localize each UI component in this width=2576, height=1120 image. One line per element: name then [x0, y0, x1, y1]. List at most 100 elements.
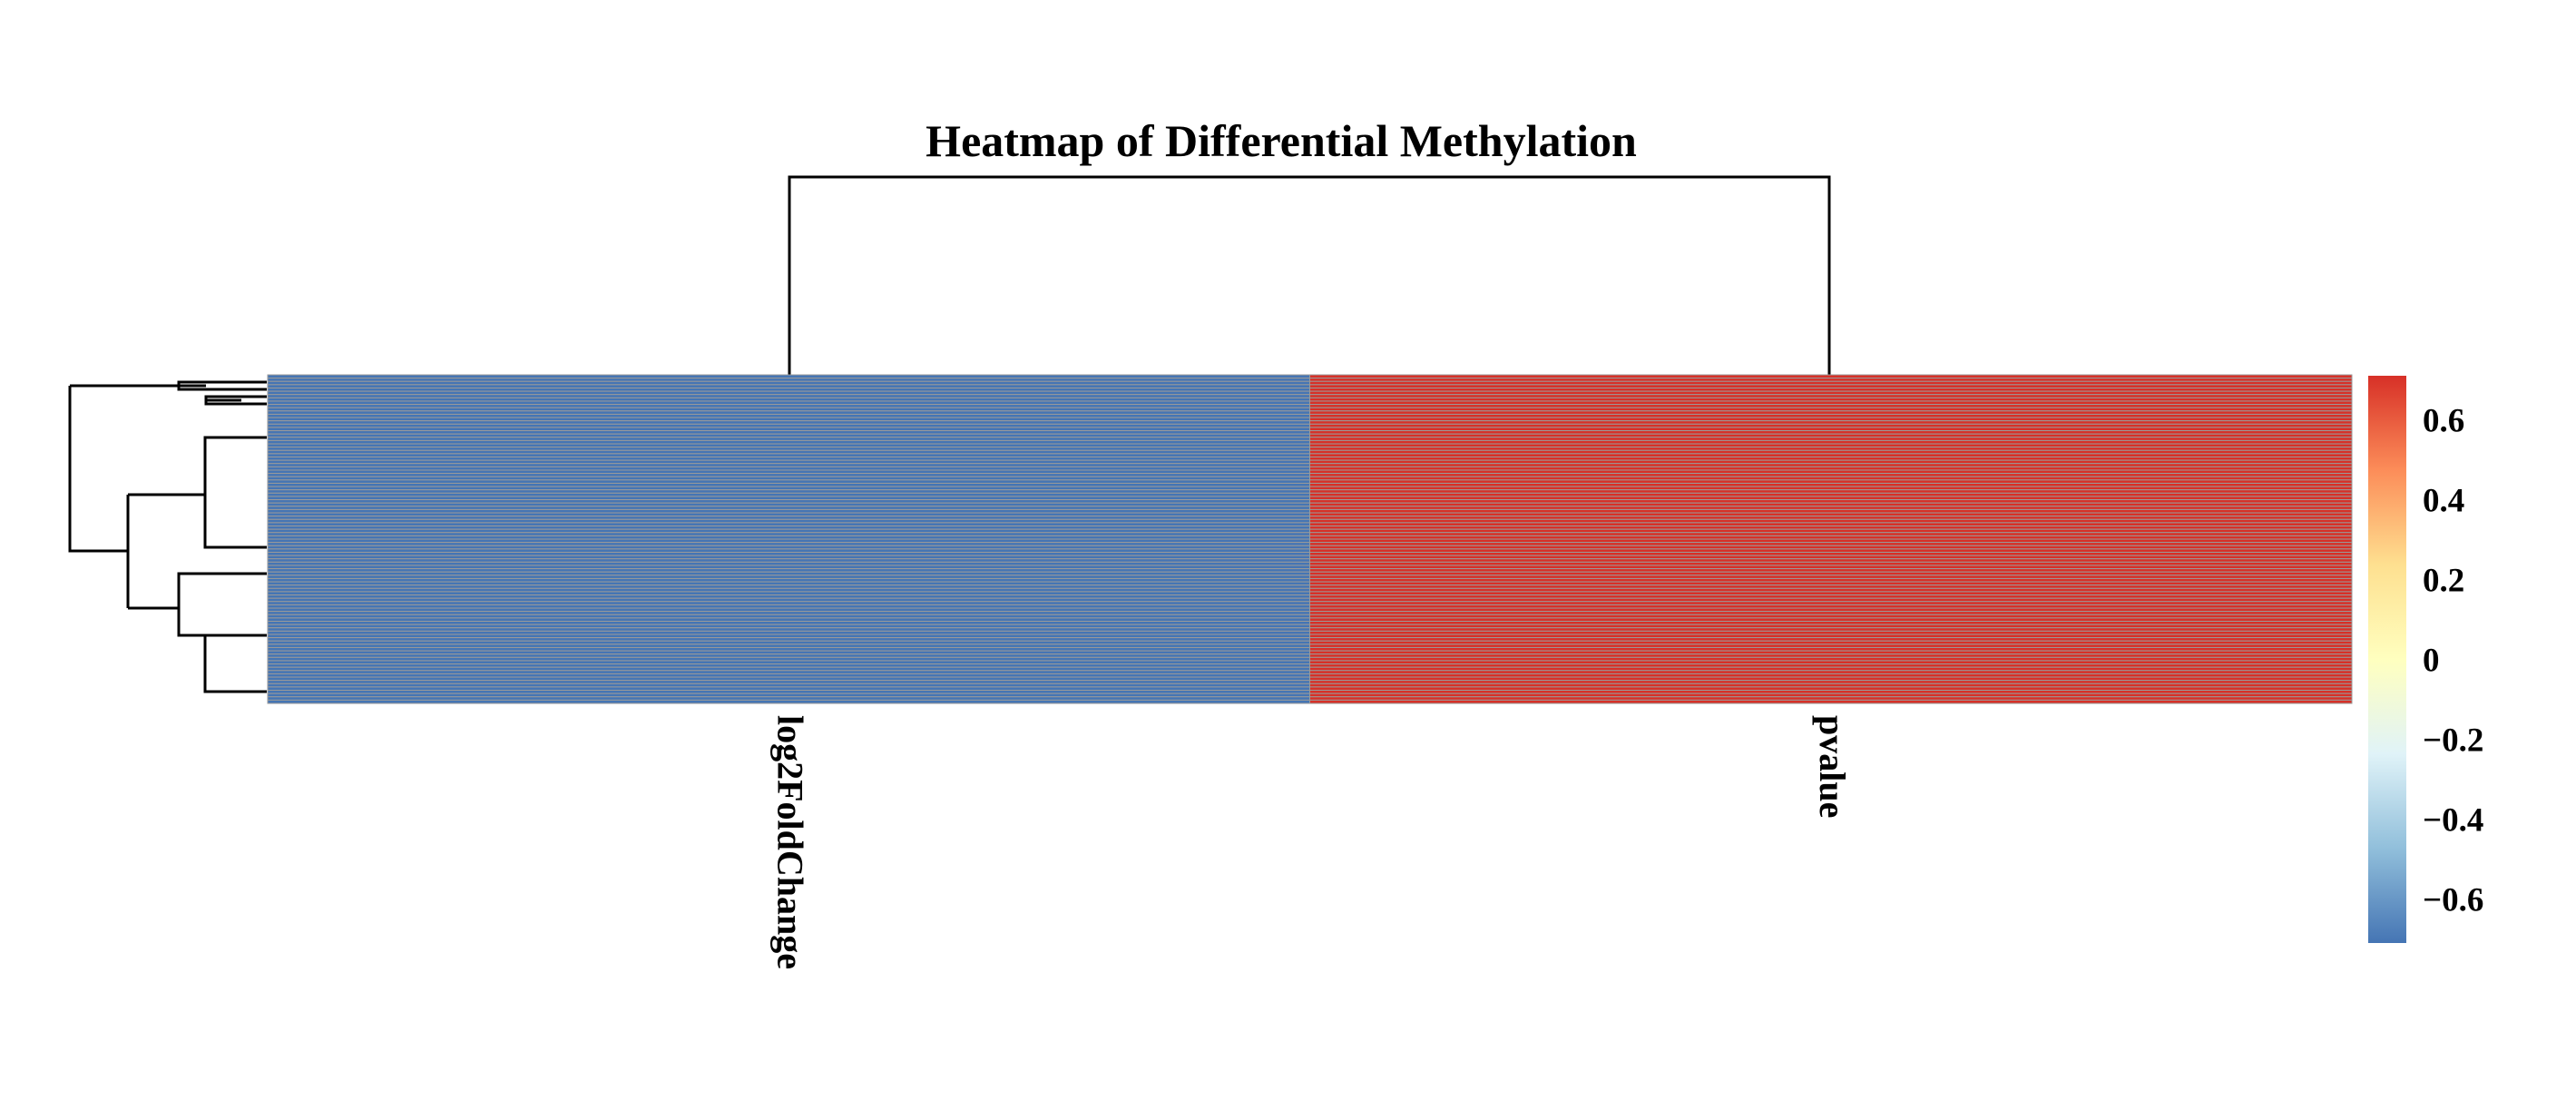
heatmap-cell [267, 400, 1310, 406]
heatmap-cell [1309, 407, 2353, 412]
heatmap-cells [267, 374, 2353, 704]
heatmap-cell [267, 607, 1310, 613]
heatmap-cell [1309, 410, 2353, 415]
heatmap-cell [267, 420, 1310, 425]
heatmap-cell [1309, 548, 2353, 553]
heatmap-cell [267, 594, 1310, 599]
heatmap-cell [1309, 506, 2353, 510]
heatmap-cell [267, 696, 1310, 701]
heatmap-cell [267, 430, 1310, 435]
heatmap-cell [1309, 535, 2353, 540]
heatmap-cell [1309, 627, 2353, 632]
heatmap-cell [1309, 457, 2353, 461]
heatmap-cell [1309, 384, 2353, 388]
heatmap-cell [267, 486, 1310, 491]
heatmap-cell [1309, 640, 2353, 645]
heatmap-cell [1309, 601, 2353, 605]
heatmap-cell [267, 479, 1310, 484]
heatmap-cell [1309, 482, 2353, 487]
heatmap-cell [267, 634, 1310, 639]
heatmap-cell [1309, 607, 2353, 613]
heatmap-cell [1309, 653, 2353, 658]
heatmap-cell [267, 551, 1310, 556]
heatmap-cell [1309, 646, 2353, 652]
heatmap-cell [1309, 437, 2353, 441]
legend-ticks: 0.6 0.4 0.2 0 −0.2 −0.4 −0.6 [2423, 402, 2483, 919]
heatmap-cell [1309, 508, 2353, 514]
heatmap-cell [267, 390, 1310, 396]
column-label-log2FoldChange: log2FoldChange [769, 715, 810, 969]
heatmap-cell [267, 443, 1310, 448]
heatmap-cell [267, 512, 1310, 517]
column-label-pvalue: pvalue [1812, 715, 1853, 818]
heatmap-cell [1309, 585, 2353, 589]
heatmap-cell [1309, 423, 2353, 428]
heatmap-cell [1309, 390, 2353, 396]
heatmap-cell [1309, 644, 2353, 648]
heatmap-cell [267, 374, 1310, 379]
heatmap-cell [1309, 637, 2353, 642]
heatmap-cell [1309, 673, 2353, 678]
heatmap-cell [267, 528, 1310, 534]
heatmap-cell [1309, 634, 2353, 639]
heatmap-cell [267, 423, 1310, 428]
heatmap-cell [267, 690, 1310, 694]
heatmap-cell [1309, 489, 2353, 494]
heatmap-cell [267, 587, 1310, 593]
heatmap-cell [1309, 447, 2353, 451]
heatmap-cell [267, 439, 1310, 445]
heatmap-cell [267, 577, 1310, 583]
heatmap-cell [267, 585, 1310, 589]
heatmap-cell [267, 614, 1310, 619]
column-dendrogram [788, 175, 1831, 375]
column-labels: log2FoldChange pvalue [769, 715, 1853, 969]
heatmap-cell [267, 482, 1310, 487]
heatmap-cell [267, 447, 1310, 451]
heatmap-cell [267, 518, 1310, 524]
heatmap-cell [1309, 656, 2353, 662]
heatmap-cell [267, 387, 1310, 392]
heatmap-cell [1309, 532, 2353, 536]
heatmap-cell [1309, 587, 2353, 593]
heatmap-cell [267, 548, 1310, 553]
heatmap-cell [267, 492, 1310, 497]
heatmap-cell [267, 457, 1310, 461]
heatmap-cell [267, 437, 1310, 441]
heatmap-cell [1309, 400, 2353, 406]
heatmap-cell [267, 469, 1310, 475]
legend-tick-label: 0.6 [2423, 402, 2464, 439]
heatmap-cell [267, 526, 1310, 530]
heatmap-cell [267, 453, 1310, 458]
heatmap-cell [267, 673, 1310, 678]
heatmap-cell [267, 449, 1310, 455]
heatmap-cell [1309, 499, 2353, 504]
heatmap-cell [1309, 502, 2353, 507]
heatmap-cell [267, 378, 1310, 382]
heatmap-cell [1309, 565, 2353, 570]
heatmap-cell [1309, 577, 2353, 583]
heatmap-cell [1309, 683, 2353, 688]
heatmap-cell [1309, 387, 2353, 392]
heatmap-cell [1309, 417, 2353, 422]
heatmap-cell [267, 650, 1310, 655]
heatmap-cell [267, 558, 1310, 563]
heatmap-cell [267, 640, 1310, 645]
heatmap-cell [267, 502, 1310, 507]
heatmap-cell [1309, 433, 2353, 438]
heatmap-cell [1309, 496, 2353, 501]
heatmap-cell [1309, 611, 2353, 615]
heatmap-cell [267, 699, 1310, 704]
heatmap-cell [1309, 699, 2353, 704]
heatmap-cell [1309, 404, 2353, 408]
heatmap-cell [267, 666, 1310, 672]
heatmap-cell [267, 427, 1310, 432]
heatmap-cell [1309, 476, 2353, 481]
heatmap-cell [1309, 466, 2353, 471]
heatmap-cell [1309, 624, 2353, 629]
heatmap-cell [267, 413, 1310, 418]
heatmap-cell [1309, 555, 2353, 560]
heatmap-cell [1309, 380, 2353, 386]
heatmap-cell [267, 380, 1310, 386]
heatmap-cell [1309, 558, 2353, 563]
